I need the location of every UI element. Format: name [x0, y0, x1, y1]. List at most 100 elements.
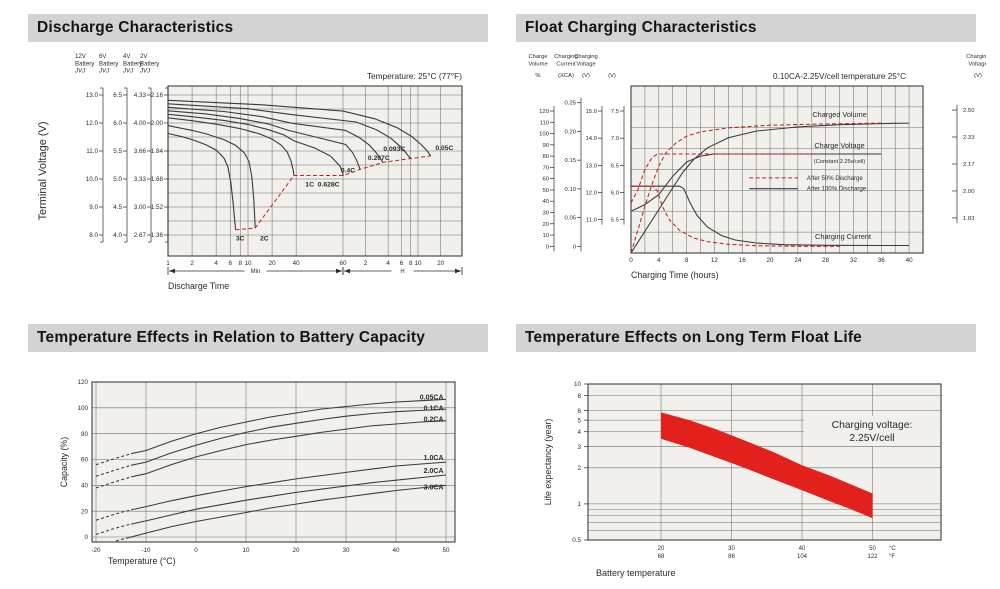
- svg-text:7.5: 7.5: [611, 109, 620, 115]
- svg-text:8: 8: [238, 260, 242, 267]
- svg-text:8: 8: [409, 260, 413, 267]
- svg-text:°F: °F: [889, 554, 895, 560]
- svg-text:After 50% Discharge: After 50% Discharge: [807, 175, 863, 182]
- svg-text:2: 2: [364, 260, 368, 267]
- svg-text:8: 8: [685, 257, 689, 264]
- svg-text:4: 4: [214, 260, 218, 267]
- svg-text:110: 110: [540, 120, 550, 126]
- svg-text:0.093C: 0.093C: [383, 146, 405, 153]
- svg-text:28: 28: [822, 257, 830, 264]
- svg-text:3.00: 3.00: [134, 204, 147, 211]
- svg-text:Charge Voltage: Charge Voltage: [814, 141, 864, 150]
- svg-text:70: 70: [542, 165, 549, 171]
- svg-text:20: 20: [437, 260, 445, 267]
- svg-text:0.4C: 0.4C: [341, 167, 355, 174]
- svg-text:80: 80: [542, 154, 549, 160]
- svg-text:50: 50: [869, 546, 876, 552]
- svg-text:Temperature (°C): Temperature (°C): [108, 556, 176, 566]
- svg-text:0.05CA: 0.05CA: [420, 395, 444, 402]
- svg-text:10: 10: [244, 260, 252, 267]
- svg-text:4.0: 4.0: [113, 232, 122, 239]
- svg-text:40: 40: [799, 546, 806, 552]
- svg-text:8: 8: [577, 393, 581, 400]
- svg-text:104: 104: [797, 554, 808, 560]
- svg-text:2.25V/cell: 2.25V/cell: [849, 433, 894, 444]
- svg-text:32: 32: [850, 257, 858, 264]
- svg-text:1.52: 1.52: [151, 204, 164, 211]
- svg-text:Charging Time (hours): Charging Time (hours): [631, 270, 719, 280]
- svg-text:7.0: 7.0: [611, 136, 620, 142]
- svg-text:4: 4: [657, 257, 661, 264]
- svg-text:1.36: 1.36: [151, 232, 164, 239]
- svg-text:0.25: 0.25: [565, 101, 577, 107]
- svg-text:12V: 12V: [75, 53, 87, 60]
- svg-text:120: 120: [77, 379, 88, 386]
- svg-text:40: 40: [293, 260, 301, 267]
- svg-text:2.16: 2.16: [151, 92, 164, 99]
- svg-text:20: 20: [767, 257, 775, 264]
- svg-text:20: 20: [292, 547, 300, 554]
- svg-text:0.1CA: 0.1CA: [424, 405, 444, 412]
- svg-text:1.83: 1.83: [963, 216, 975, 222]
- svg-text:Discharge Time: Discharge Time: [168, 281, 229, 291]
- svg-text:0.207C: 0.207C: [368, 155, 390, 162]
- svg-text:30: 30: [342, 547, 350, 554]
- svg-text:Charging voltage:: Charging voltage:: [832, 420, 913, 431]
- svg-text:40: 40: [392, 547, 400, 554]
- svg-text:2.00: 2.00: [151, 120, 164, 127]
- svg-text:0.2CA: 0.2CA: [424, 416, 444, 423]
- svg-text:Battery: Battery: [123, 60, 143, 67]
- svg-text:6: 6: [400, 260, 404, 267]
- svg-text:12.0: 12.0: [586, 190, 598, 196]
- svg-text:40: 40: [542, 199, 549, 205]
- svg-text:Min: Min: [251, 269, 261, 275]
- svg-text:2.17: 2.17: [963, 162, 974, 168]
- svg-text:5.0: 5.0: [113, 176, 122, 183]
- svg-text:0.05: 0.05: [565, 216, 577, 222]
- svg-text:1: 1: [166, 260, 170, 267]
- svg-text:°C: °C: [889, 546, 896, 552]
- svg-text:68: 68: [658, 554, 665, 560]
- svg-text:20: 20: [81, 508, 89, 515]
- svg-text:6V: 6V: [99, 53, 107, 60]
- svg-text:4.00: 4.00: [134, 120, 147, 127]
- svg-text:10.0: 10.0: [86, 176, 99, 183]
- svg-text:Current: Current: [556, 61, 576, 67]
- section-header-float-charging: Float Charging Characteristics: [516, 14, 976, 42]
- svg-text:Battery: Battery: [75, 60, 95, 67]
- svg-text:4: 4: [386, 260, 390, 267]
- svg-text:24: 24: [794, 257, 802, 264]
- svg-text:11.0: 11.0: [586, 218, 598, 224]
- svg-text:-10: -10: [141, 547, 151, 554]
- svg-text:4V: 4V: [123, 53, 131, 60]
- svg-text:6: 6: [228, 260, 232, 267]
- svg-text:JVJ: JVJ: [98, 68, 110, 75]
- svg-text:100: 100: [77, 405, 88, 412]
- svg-text:5.5: 5.5: [113, 148, 122, 155]
- svg-text:40: 40: [81, 483, 89, 490]
- svg-text:Battery: Battery: [99, 60, 119, 67]
- svg-text:Voltage: Voltage: [968, 61, 986, 67]
- svg-text:0: 0: [546, 244, 550, 250]
- svg-text:1.84: 1.84: [151, 148, 164, 155]
- svg-text:90: 90: [542, 143, 549, 149]
- svg-text:120: 120: [539, 109, 550, 115]
- svg-text:2: 2: [190, 260, 194, 267]
- svg-text:2.50: 2.50: [963, 108, 975, 114]
- svg-text:JVJ: JVJ: [122, 68, 134, 75]
- svg-text:Battery temperature: Battery temperature: [596, 568, 676, 578]
- svg-text:Life expectancy (year): Life expectancy (year): [543, 419, 553, 506]
- svg-text:86: 86: [728, 554, 735, 560]
- svg-text:20: 20: [542, 222, 549, 228]
- svg-text:4.5: 4.5: [113, 204, 122, 211]
- svg-text:40: 40: [906, 257, 914, 264]
- svg-text:0: 0: [194, 547, 198, 554]
- svg-text:0.20: 0.20: [565, 129, 577, 135]
- svg-text:2.00: 2.00: [963, 189, 975, 195]
- svg-text:Volume: Volume: [528, 61, 547, 67]
- svg-text:0.10CA-2.25V/cell temperature: 0.10CA-2.25V/cell temperature 25°C: [773, 72, 906, 81]
- svg-text:2C: 2C: [260, 236, 269, 243]
- svg-text:Charging Current: Charging Current: [815, 232, 871, 241]
